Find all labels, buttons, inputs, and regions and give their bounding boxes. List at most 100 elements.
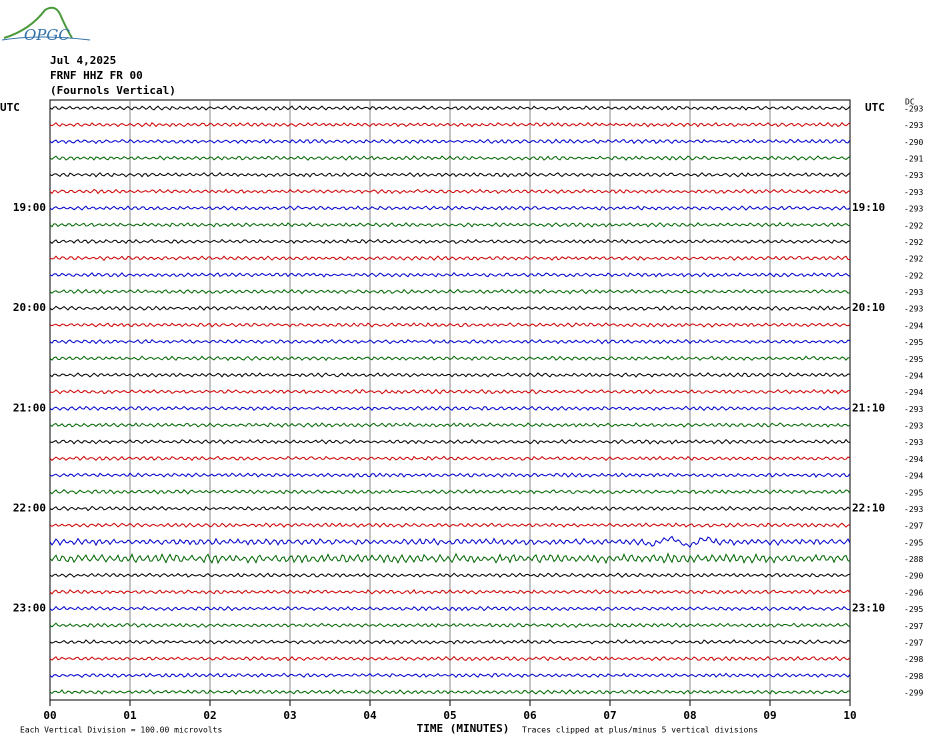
x-tick-label: 08: [683, 709, 696, 722]
dc-value: -294: [904, 472, 923, 481]
trace: [49, 689, 851, 695]
trace: [49, 438, 851, 445]
x-tick-label: 02: [203, 709, 216, 722]
trace: [49, 238, 851, 245]
right-time-label: 22:10: [852, 501, 885, 514]
x-tick-label: 05: [443, 709, 456, 722]
trace: [49, 305, 851, 311]
trace: [49, 322, 851, 328]
trace: [49, 589, 851, 595]
trace: [49, 572, 851, 578]
dc-value: -299: [904, 689, 923, 698]
date: Jul 4,2025: [50, 54, 116, 67]
x-tick-label: 03: [283, 709, 296, 722]
dc-value: -294: [904, 388, 923, 397]
trace: [49, 255, 850, 262]
right-time-label: 23:10: [852, 602, 885, 615]
trace: [49, 138, 851, 145]
right-time-label: UTC: [865, 101, 885, 114]
trace: [49, 489, 851, 495]
dc-value: -298: [904, 672, 923, 681]
dc-value: -295: [904, 355, 923, 364]
dc-value: -292: [904, 238, 923, 247]
left-time-label: 21:00: [13, 401, 46, 414]
trace: [49, 535, 851, 549]
trace: [49, 105, 851, 111]
trace: [49, 672, 851, 679]
dc-value: -288: [904, 555, 923, 564]
trace: [49, 552, 851, 565]
trace: [49, 155, 851, 161]
station: FRNF HHZ FR 00: [50, 69, 143, 82]
logo-text: OPGC: [24, 26, 70, 44]
trace: [49, 355, 851, 362]
dc-value: -293: [904, 205, 923, 214]
trace: [49, 372, 851, 378]
dc-value: -293: [904, 105, 923, 114]
trace: [49, 505, 851, 512]
trace: [49, 472, 851, 478]
x-tick-label: 00: [43, 709, 56, 722]
right-time-label: 20:10: [852, 301, 885, 314]
dc-value: -295: [904, 538, 923, 547]
left-time-label: 19:00: [13, 201, 46, 214]
dc-value: -292: [904, 255, 923, 264]
dc-value: -291: [904, 155, 923, 164]
dc-value: -294: [904, 455, 923, 464]
trace: [49, 338, 851, 345]
dc-value: -294: [904, 321, 923, 330]
trace: [49, 272, 851, 278]
right-time-label: 21:10: [852, 401, 885, 414]
trace: [49, 455, 851, 462]
dc-value: -293: [904, 422, 923, 431]
trace: [49, 605, 851, 612]
trace: [49, 422, 851, 428]
location: (Fournols Vertical): [50, 84, 176, 97]
x-tick-label: 09: [763, 709, 776, 722]
dc-value: -293: [904, 121, 923, 130]
trace: [49, 622, 851, 629]
logo-line: [1, 36, 91, 41]
dc-value: -297: [904, 622, 923, 631]
trace: [49, 205, 851, 211]
left-time-label: UTC: [0, 101, 20, 114]
trace: [49, 221, 851, 228]
dc-value: -297: [904, 638, 923, 647]
trace: [49, 405, 851, 412]
dc-value: -292: [904, 271, 923, 280]
trace: [49, 171, 851, 178]
trace: [49, 288, 851, 295]
scale-note: Each Vertical Division = 100.00 microvol…: [20, 726, 222, 735]
dc-value: -293: [904, 438, 923, 447]
dc-value: -293: [904, 305, 923, 314]
dc-value: -293: [904, 171, 923, 180]
dc-value: -295: [904, 488, 923, 497]
x-tick-label: 01: [123, 709, 137, 722]
trace: [49, 188, 851, 195]
x-tick-label: 10: [843, 709, 856, 722]
dc-value: -296: [904, 588, 923, 597]
dc-value: -293: [904, 188, 923, 197]
dc-value: -298: [904, 655, 923, 664]
x-tick-label: 06: [523, 709, 537, 722]
clip-note: Traces clipped at plus/minus 5 vertical …: [522, 726, 758, 735]
left-time-label: 20:00: [13, 301, 46, 314]
trace: [49, 121, 851, 128]
dc-label: DC: [905, 98, 915, 107]
dc-value: -294: [904, 371, 923, 380]
right-time-label: 19:10: [852, 201, 885, 214]
logo-curve: [3, 6, 73, 39]
dc-value: -293: [904, 505, 923, 514]
x-tick-label: 04: [363, 709, 377, 722]
dc-value: -290: [904, 572, 923, 581]
dc-value: -295: [904, 338, 923, 347]
x-axis-label: TIME (MINUTES): [417, 722, 510, 735]
x-tick-label: 07: [603, 709, 616, 722]
dc-value: -297: [904, 522, 923, 531]
trace: [49, 655, 851, 662]
dc-value: -293: [904, 288, 923, 297]
dc-value: -292: [904, 221, 923, 230]
dc-value: -290: [904, 138, 923, 147]
